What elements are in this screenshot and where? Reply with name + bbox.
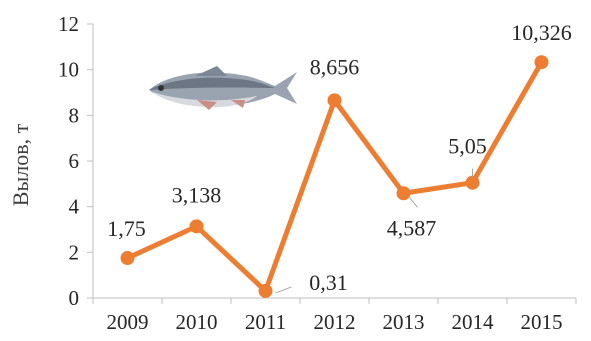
fish-icon	[149, 66, 297, 110]
x-tick-label: 2010	[176, 310, 218, 334]
data-point	[258, 283, 273, 298]
data-point	[534, 55, 549, 70]
y-tick-label: 8	[69, 103, 80, 127]
y-tick-label: 2	[69, 240, 80, 264]
x-tick-label: 2011	[245, 310, 286, 334]
data-point	[465, 175, 480, 190]
y-tick-label: 12	[58, 12, 79, 36]
x-tick-label: 2012	[314, 310, 356, 334]
data-label: 0,31	[309, 270, 348, 295]
x-tick-label: 2014	[452, 310, 495, 334]
data-point	[189, 219, 204, 234]
y-tick-label: 4	[69, 195, 80, 219]
data-label-leader	[409, 196, 418, 208]
data-label: 10,326	[511, 20, 572, 45]
y-tick-label: 0	[69, 286, 80, 310]
y-tick-label: 6	[69, 149, 80, 173]
data-label: 1,75	[107, 216, 146, 241]
data-label: 5,05	[448, 134, 487, 159]
data-label-leader	[275, 286, 292, 294]
data-point	[327, 93, 342, 108]
data-point	[396, 186, 411, 201]
data-point	[120, 251, 135, 266]
x-tick-label: 2013	[383, 310, 425, 334]
y-tick-label: 10	[58, 58, 79, 82]
x-tick-label: 2015	[521, 310, 563, 334]
y-axis-title: Вылов, т	[8, 123, 33, 206]
data-label: 3,138	[172, 182, 222, 207]
data-label: 8,656	[310, 54, 360, 79]
data-label: 4,587	[387, 215, 437, 240]
x-tick-label: 2009	[107, 310, 149, 334]
